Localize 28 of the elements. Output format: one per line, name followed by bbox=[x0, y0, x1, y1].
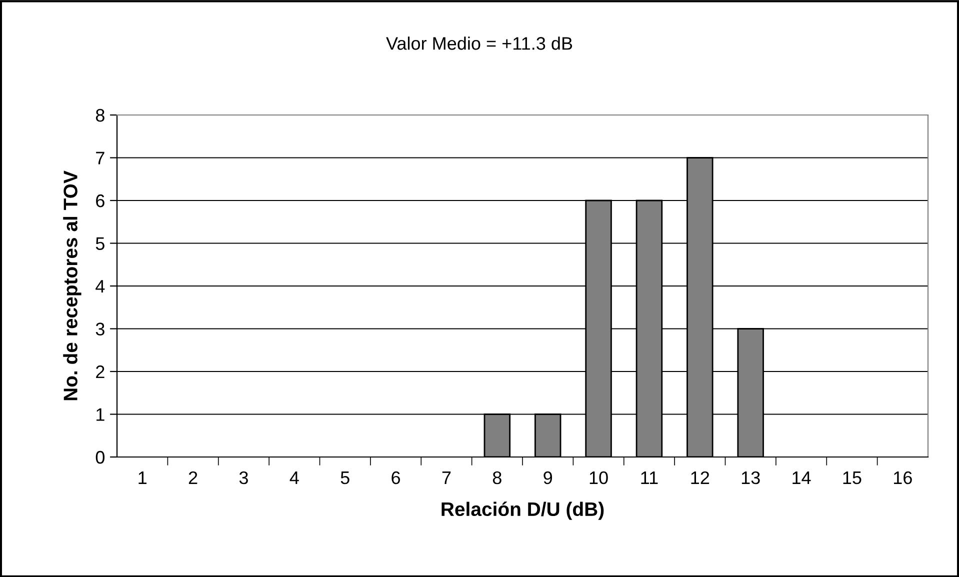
y-tick-label: 7 bbox=[96, 152, 104, 164]
x-tick-label: 6 bbox=[392, 471, 400, 484]
y-tick-label: 5 bbox=[96, 237, 104, 250]
y-tick-label: 4 bbox=[96, 280, 105, 293]
y-tick-label: 2 bbox=[96, 365, 104, 378]
x-tick-label: 9 bbox=[544, 471, 552, 484]
x-tick-label: 1 bbox=[138, 472, 146, 484]
chart-title: Valor Medio = +11.3 dB bbox=[386, 36, 572, 50]
x-tick-label: 11 bbox=[641, 472, 658, 484]
x-tick-label: 2 bbox=[188, 471, 198, 484]
x-tick-label: 8 bbox=[492, 471, 502, 484]
x-axis-title: Relación D/U (dB) bbox=[442, 502, 604, 520]
y-tick-label: 6 bbox=[96, 194, 104, 208]
y-tick-label: 1 bbox=[96, 408, 104, 421]
x-tick-label: 16 bbox=[894, 471, 912, 484]
y-tick-label: 0 bbox=[96, 450, 104, 464]
x-tick-label: 4 bbox=[290, 472, 299, 484]
x-tick-label: 10 bbox=[590, 471, 608, 484]
x-tick-label: 7 bbox=[442, 472, 451, 484]
y-axis-title: No. de receptores al TOV bbox=[63, 170, 82, 400]
x-tick-label: 13 bbox=[742, 471, 760, 484]
x-tick-label: 15 bbox=[843, 472, 862, 484]
x-tick-label: 14 bbox=[792, 472, 811, 484]
x-tick-label: 12 bbox=[691, 471, 710, 484]
x-tick-label: 5 bbox=[340, 472, 350, 484]
y-tick-label: 3 bbox=[96, 322, 104, 336]
y-tick-label: 8 bbox=[96, 108, 104, 122]
x-tick-label: 3 bbox=[239, 471, 248, 484]
